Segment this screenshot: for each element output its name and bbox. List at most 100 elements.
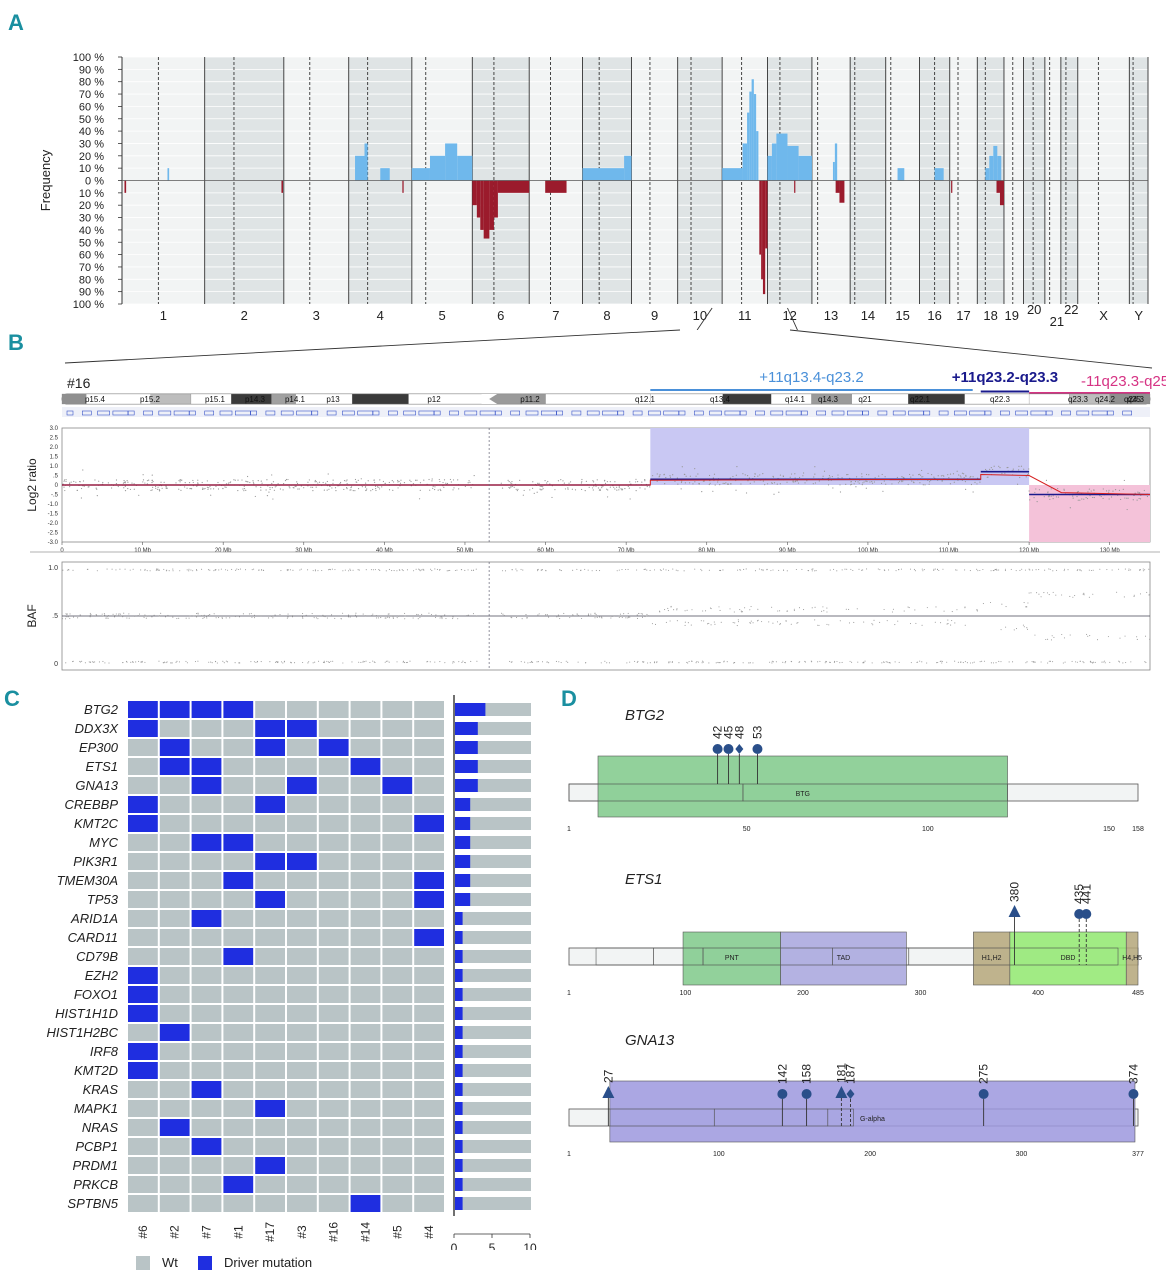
baf-point [1079,660,1081,662]
log2-point [178,480,180,482]
baf-point [546,614,548,616]
freq-bar-TP53 [455,893,471,906]
log2-point [308,479,310,481]
log2-point [885,483,887,485]
baf-point [560,570,563,572]
baf-point [532,661,534,663]
matrix-cell-PCBP1 [287,1138,317,1155]
log2-point [1138,497,1140,500]
baf-point [916,661,918,663]
baf-point [135,661,137,663]
log2-tick-label: -3.0 [48,540,59,546]
baf-point [606,662,608,664]
log2-point [592,487,594,489]
chr-label-7: 7 [552,308,559,323]
y-tick-label: 30 % [79,138,104,150]
baf-point [221,616,223,618]
baf-point [719,609,721,611]
loss-bar-chr11 [765,180,768,249]
gain-bar-chr11 [751,79,754,181]
y-tick-label: 50 % [79,114,104,126]
baf-axis-label: BAF [25,604,39,627]
baf-point [714,623,716,625]
log2-point [596,479,598,481]
baf-point [576,568,578,570]
baf-point [956,569,958,571]
log2-point [155,487,157,489]
ideogram-band-label: q22.1 [910,395,931,404]
y-tick-label: 80 % [79,274,104,286]
log2-point [881,473,883,476]
baf-point [218,617,220,619]
baf-point [862,662,864,664]
log2-point [730,482,732,485]
y-tick-label: 90 % [79,287,104,299]
log2-point [457,479,459,481]
baf-point [156,569,158,571]
log2-point [891,483,893,485]
log2-point [76,489,78,491]
baf-point [128,613,130,615]
gene-feature [831,410,845,416]
loss-bar-chr7 [545,180,567,193]
gene-feature [127,410,135,416]
matrix-cell-SPTBN5 [223,1195,254,1212]
log2-tick-label: 3.0 [50,426,59,432]
log2-point [1020,465,1023,467]
baf-point [873,619,875,621]
matrix-cell-FOXO1 [128,986,158,1003]
baf-point [438,569,441,571]
log2-point [343,479,346,482]
domain-PNT [682,931,781,986]
baf-point [403,662,406,664]
log2-point [82,469,84,471]
legend-wt-swatch [136,1255,150,1270]
matrix-cell-MYC [255,834,285,851]
gene-feature [158,410,172,416]
baf-point [754,570,757,572]
baf-point [629,661,631,663]
baf-point [785,661,787,663]
baf-point [370,569,372,571]
log2-point [837,477,839,479]
protein-tick-label: 1 [567,1151,571,1158]
gene-feature [709,410,722,416]
baf-point [895,570,897,572]
baf-point [238,662,240,664]
log2-point [138,494,140,496]
matrix-cell-EZH2 [318,967,349,984]
log2-point [871,482,874,484]
log2-point [952,473,955,475]
matrix-cell-CARD11 [350,929,381,946]
log2-point [378,488,381,490]
baf-point [192,570,194,572]
baf-point [314,570,316,572]
mutation-label-142: 142 [775,1064,789,1084]
gain-bar-chr12 [787,145,799,181]
gene-label: PRKCB [73,1177,118,1192]
log2-tick-label: .5 [53,474,59,480]
mutation-label-45: 45 [721,725,735,739]
log2-point [271,474,273,476]
log2-point [123,479,125,482]
log2-point [1124,497,1126,499]
matrix-cell-ARID1A [287,910,317,927]
baf-point [292,569,294,571]
matrix-cell-DDX3X [287,720,317,737]
baf-point [329,568,331,571]
baf-point [255,661,257,663]
log2-point [970,483,973,486]
baf-point [132,568,134,570]
baf-point [144,569,146,571]
log2-point [776,483,778,485]
freq-bar-TMEM30A [455,874,471,887]
log2-point [519,479,521,481]
log2-point [102,481,104,484]
log2-point [470,487,472,489]
baf-point [776,621,779,623]
baf-point [398,615,400,617]
gene-label: FOXO1 [74,987,118,1002]
baf-point [1049,660,1052,662]
log2-point [366,488,368,490]
matrix-cell-DDX3X [128,720,158,737]
